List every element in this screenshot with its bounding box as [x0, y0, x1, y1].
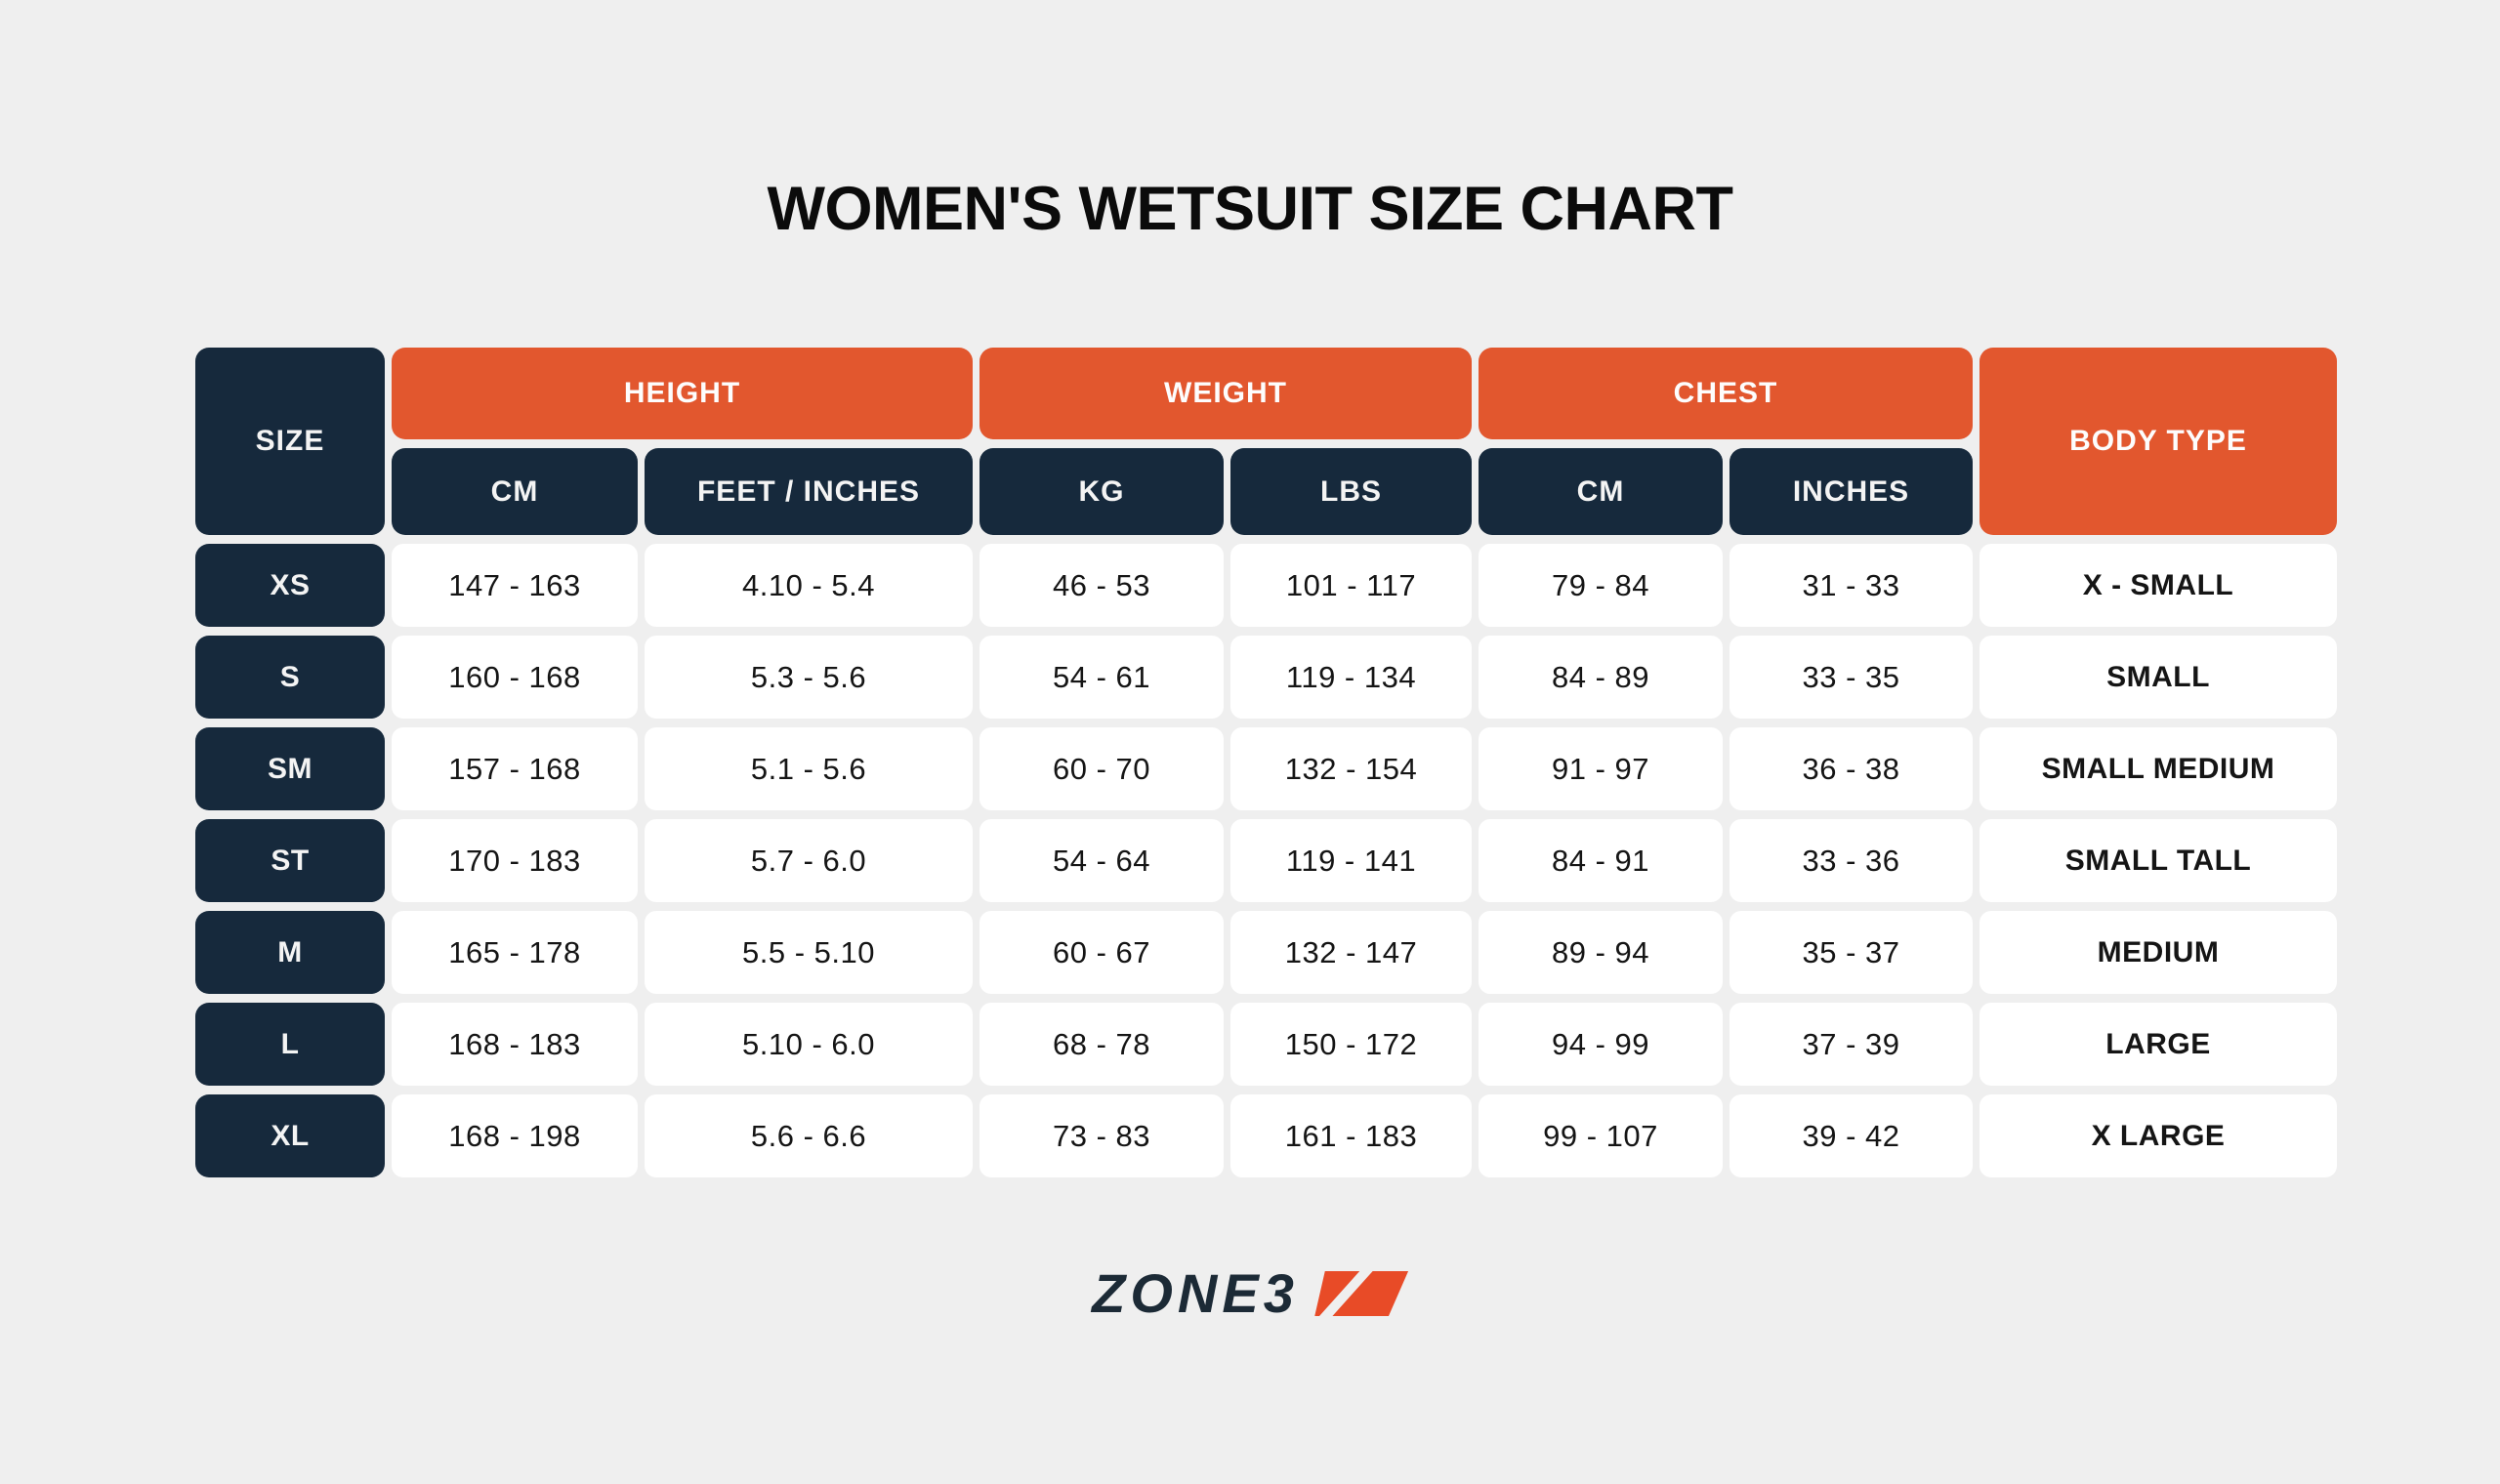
cell-height-cm: 165 - 178: [392, 911, 638, 994]
cell-weight-kg: 54 - 64: [979, 819, 1224, 902]
cell-weight-lbs: 150 - 172: [1230, 1003, 1472, 1086]
cell-weight-lbs: 161 - 183: [1230, 1094, 1472, 1177]
cell-height-ft: 5.10 - 6.0: [645, 1003, 973, 1086]
row-label-xs: XS: [195, 544, 385, 627]
row-label-st: ST: [195, 819, 385, 902]
cell-body-type: SMALL MEDIUM: [1979, 727, 2337, 810]
zone3-wordmark: ZONE3: [1092, 1262, 1299, 1324]
cell-weight-kg: 60 - 70: [979, 727, 1224, 810]
cell-weight-lbs: 119 - 134: [1230, 636, 1472, 719]
row-label-m: M: [195, 911, 385, 994]
cell-weight-lbs: 119 - 141: [1230, 819, 1472, 902]
cell-chest-in: 39 - 42: [1729, 1094, 1973, 1177]
cell-chest-cm: 79 - 84: [1479, 544, 1723, 627]
cell-height-ft: 4.10 - 5.4: [645, 544, 973, 627]
cell-chest-cm: 99 - 107: [1479, 1094, 1723, 1177]
zone3-logo: ZONE3: [1092, 1261, 1408, 1325]
cell-body-type: SMALL TALL: [1979, 819, 2337, 902]
cell-height-ft: 5.3 - 5.6: [645, 636, 973, 719]
cell-chest-cm: 89 - 94: [1479, 911, 1723, 994]
cell-height-cm: 170 - 183: [392, 819, 638, 902]
cell-height-cm: 157 - 168: [392, 727, 638, 810]
cell-body-type: X - SMALL: [1979, 544, 2337, 627]
cell-weight-kg: 46 - 53: [979, 544, 1224, 627]
cell-weight-kg: 54 - 61: [979, 636, 1224, 719]
cell-chest-in: 33 - 35: [1729, 636, 1973, 719]
cell-body-type: MEDIUM: [1979, 911, 2337, 994]
cell-chest-in: 31 - 33: [1729, 544, 1973, 627]
cell-weight-kg: 73 - 83: [979, 1094, 1224, 1177]
row-label-s: S: [195, 636, 385, 719]
cell-chest-in: 35 - 37: [1729, 911, 1973, 994]
cell-chest-cm: 94 - 99: [1479, 1003, 1723, 1086]
cell-weight-lbs: 101 - 117: [1230, 544, 1472, 627]
cell-body-type: X LARGE: [1979, 1094, 2337, 1177]
cell-height-cm: 160 - 168: [392, 636, 638, 719]
size-table: SIZE HEIGHT WEIGHT CHEST BODY TYPE CM FE…: [195, 348, 2337, 1177]
cell-chest-cm: 84 - 91: [1479, 819, 1723, 902]
row-label-xl: XL: [195, 1094, 385, 1177]
cell-weight-lbs: 132 - 154: [1230, 727, 1472, 810]
cell-weight-lbs: 132 - 147: [1230, 911, 1472, 994]
cell-height-cm: 168 - 183: [392, 1003, 638, 1086]
sub-header-chest-cm: CM: [1479, 448, 1723, 535]
group-header-weight: WEIGHT: [979, 348, 1472, 439]
cell-height-cm: 147 - 163: [392, 544, 638, 627]
group-header-chest: CHEST: [1479, 348, 1973, 439]
group-header-height: HEIGHT: [392, 348, 973, 439]
header-body-type: BODY TYPE: [1979, 348, 2337, 535]
cell-height-ft: 5.1 - 5.6: [645, 727, 973, 810]
cell-chest-in: 37 - 39: [1729, 1003, 1973, 1086]
cell-weight-kg: 60 - 67: [979, 911, 1224, 994]
cell-height-cm: 168 - 198: [392, 1094, 638, 1177]
cell-body-type: SMALL: [1979, 636, 2337, 719]
corner-header-size: SIZE: [195, 348, 385, 535]
row-label-l: L: [195, 1003, 385, 1086]
sub-header-chest-inches: INCHES: [1729, 448, 1973, 535]
sub-header-lbs: LBS: [1230, 448, 1472, 535]
cell-height-ft: 5.5 - 5.10: [645, 911, 973, 994]
cell-body-type: LARGE: [1979, 1003, 2337, 1086]
sub-header-height-cm: CM: [392, 448, 638, 535]
sub-header-kg: KG: [979, 448, 1224, 535]
page-title: WOMEN'S WETSUIT SIZE CHART: [767, 175, 1733, 243]
cell-height-ft: 5.6 - 6.6: [645, 1094, 973, 1177]
cell-height-ft: 5.7 - 6.0: [645, 819, 973, 902]
cell-weight-kg: 68 - 78: [979, 1003, 1224, 1086]
row-label-sm: SM: [195, 727, 385, 810]
cell-chest-in: 36 - 38: [1729, 727, 1973, 810]
cell-chest-cm: 84 - 89: [1479, 636, 1723, 719]
sub-header-feet-inches: FEET / INCHES: [645, 448, 973, 535]
zone3-flag-icon: [1313, 1270, 1408, 1316]
cell-chest-in: 33 - 36: [1729, 819, 1973, 902]
cell-chest-cm: 91 - 97: [1479, 727, 1723, 810]
